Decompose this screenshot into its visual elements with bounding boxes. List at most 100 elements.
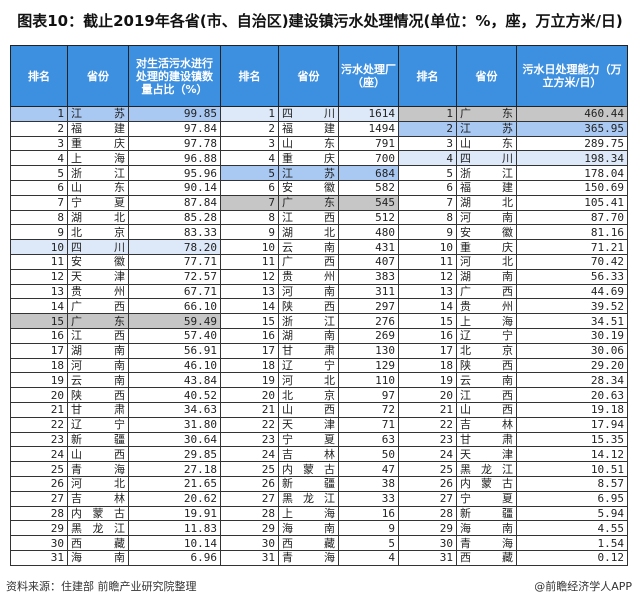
capacity-rank: 17 (398, 342, 457, 359)
ratio-value: 72.57 (128, 268, 221, 285)
ratio-province: 江西 (67, 327, 129, 344)
plants-province: 辽宁 (278, 357, 339, 374)
plants-province: 江西 (278, 209, 339, 226)
capacity-province: 陕西 (456, 357, 517, 374)
table-row: 11 安徽 77.71 11 广西 407 11 河北 70.42 (10, 253, 628, 270)
plants-rank: 11 (220, 253, 279, 270)
plants-province: 吉林 (278, 446, 339, 463)
capacity-province: 上海 (456, 313, 517, 329)
plants-value: 50 (338, 446, 399, 463)
capacity-rank: 22 (398, 416, 457, 433)
capacity-value: 198.34 (516, 150, 628, 167)
plants-province: 上海 (278, 505, 339, 522)
ratio-province: 宁夏 (67, 194, 129, 211)
plants-rank: 22 (220, 416, 279, 433)
table-row: 9 北京 83.33 9 湖北 480 9 安徽 81.16 (10, 224, 628, 241)
plants-value: 63 (338, 431, 399, 448)
plants-province: 北京 (278, 387, 339, 403)
plants-province: 安徽 (278, 179, 339, 196)
ratio-province: 新疆 (67, 431, 129, 448)
ratio-rank: 2 (10, 120, 68, 137)
capacity-province: 山西 (456, 401, 517, 418)
plants-rank: 27 (220, 490, 279, 507)
table-row: 13 贵州 67.71 13 河南 311 13 广西 44.69 (10, 283, 628, 300)
ratio-value: 83.33 (128, 224, 221, 241)
ratio-value: 59.49 (128, 313, 221, 329)
ratio-rank: 3 (10, 135, 68, 152)
ratio-value: 34.63 (128, 401, 221, 418)
capacity-province: 福建 (456, 179, 517, 196)
ratio-province: 重庆 (67, 135, 129, 152)
plants-rank: 30 (220, 535, 279, 551)
plants-rank: 6 (220, 179, 279, 196)
table-row: 17 湖南 56.91 17 甘肃 130 17 北京 30.06 (10, 342, 628, 359)
plants-province: 湖南 (278, 327, 339, 344)
capacity-rank: 18 (398, 357, 457, 374)
table-row: 22 辽宁 31.80 22 天津 71 22 吉林 17.94 (10, 416, 628, 433)
ratio-value: 19.91 (128, 505, 221, 522)
capacity-rank: 2 (398, 120, 457, 137)
ratio-rank: 26 (10, 475, 68, 492)
capacity-value: 150.69 (516, 179, 628, 196)
plants-value: 130 (338, 342, 399, 359)
capacity-province: 天津 (456, 446, 517, 463)
capacity-rank: 13 (398, 283, 457, 300)
ratio-province: 河北 (67, 475, 129, 492)
plants-province: 内蒙古 (278, 461, 339, 477)
capacity-value: 29.20 (516, 357, 628, 374)
ratio-value: 85.28 (128, 209, 221, 226)
ratio-value: 27.18 (128, 461, 221, 477)
header-plants: 污水处理厂（座） (338, 45, 399, 107)
plants-rank: 16 (220, 327, 279, 344)
capacity-rank: 31 (398, 549, 457, 566)
capacity-province: 河南 (456, 209, 517, 226)
plants-province: 西藏 (278, 535, 339, 551)
capacity-rank: 25 (398, 461, 457, 477)
table-row: 14 广西 66.10 14 陕西 297 14 贵州 39.52 (10, 298, 628, 315)
plants-value: 582 (338, 179, 399, 196)
ratio-value: 20.62 (128, 490, 221, 507)
capacity-rank: 26 (398, 475, 457, 492)
ratio-province: 陕西 (67, 387, 129, 403)
ratio-rank: 6 (10, 179, 68, 196)
ratio-rank: 23 (10, 431, 68, 448)
ratio-value: 95.96 (128, 165, 221, 181)
capacity-province: 西藏 (456, 549, 517, 566)
capacity-rank: 4 (398, 150, 457, 167)
table-row: 30 西藏 10.14 30 西藏 5 30 青海 1.54 (10, 535, 628, 551)
plants-province: 山西 (278, 401, 339, 418)
plants-province: 浙江 (278, 313, 339, 329)
ratio-province: 福建 (67, 120, 129, 137)
plants-province: 宁夏 (278, 431, 339, 448)
table-row: 7 宁夏 87.84 7 广东 545 7 湖北 105.41 (10, 194, 628, 211)
table-row: 5 浙江 95.96 5 江苏 684 5 浙江 178.04 (10, 165, 628, 181)
capacity-province: 贵州 (456, 298, 517, 315)
plants-province: 重庆 (278, 150, 339, 167)
capacity-value: 20.63 (516, 387, 628, 403)
ratio-rank: 27 (10, 490, 68, 507)
plants-rank: 5 (220, 165, 279, 181)
ratio-value: 97.84 (128, 120, 221, 137)
plants-rank: 25 (220, 461, 279, 477)
plants-value: 545 (338, 194, 399, 211)
header-capacity: 污水日处理能力（万立方米/日） (516, 45, 628, 107)
plants-rank: 23 (220, 431, 279, 448)
capacity-province: 湖北 (456, 194, 517, 211)
capacity-value: 289.75 (516, 135, 628, 152)
capacity-value: 0.12 (516, 549, 628, 566)
table-row: 1 江苏 99.85 1 四川 1614 1 广东 460.44 (10, 106, 628, 122)
plants-value: 512 (338, 209, 399, 226)
capacity-province: 河北 (456, 253, 517, 270)
plants-value: 16 (338, 505, 399, 522)
plants-value: 480 (338, 224, 399, 241)
capacity-rank: 10 (398, 239, 457, 255)
capacity-value: 8.57 (516, 475, 628, 492)
table-row: 15 广东 59.49 15 浙江 276 15 上海 34.51 (10, 313, 628, 329)
ratio-value: 90.14 (128, 179, 221, 196)
capacity-value: 56.33 (516, 268, 628, 285)
ratio-value: 6.96 (128, 549, 221, 566)
table-row: 10 四川 78.20 10 云南 431 10 重庆 71.21 (10, 239, 628, 255)
plants-rank: 4 (220, 150, 279, 167)
capacity-value: 30.06 (516, 342, 628, 359)
plants-rank: 3 (220, 135, 279, 152)
